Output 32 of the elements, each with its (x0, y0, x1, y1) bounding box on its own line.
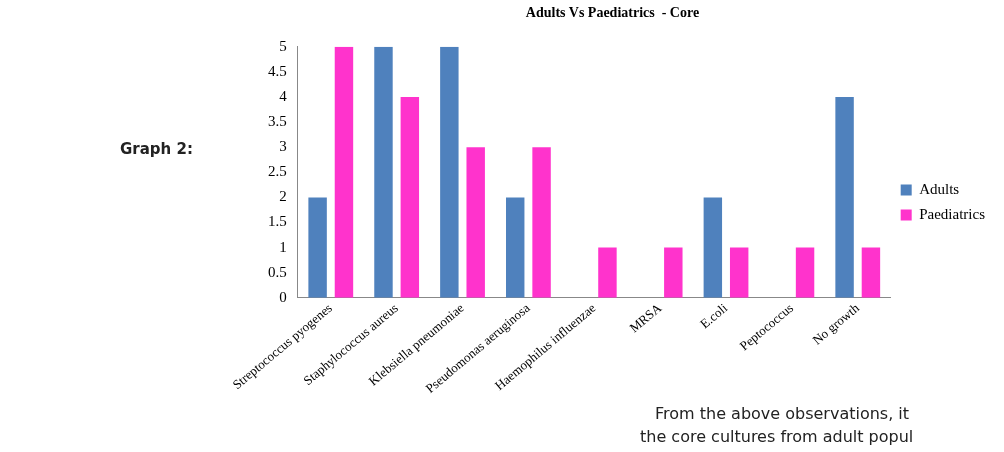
bar (835, 97, 854, 298)
chart-title: Adults Vs Paediatrics - Core (525, 5, 700, 21)
y-tick-label: 2.5 (268, 163, 287, 180)
y-tick-label: 4.5 (268, 62, 287, 79)
legend-label: Adults (919, 180, 960, 197)
y-tick-label: 1.5 (268, 213, 287, 230)
bar (729, 247, 749, 298)
y-tick-label: 1 (279, 238, 287, 255)
bar (506, 197, 525, 298)
y-tick-label: 3 (279, 138, 287, 155)
bar (374, 46, 393, 298)
bar (334, 46, 354, 298)
bar (598, 247, 617, 298)
y-tick-label: 3.5 (268, 113, 287, 130)
y-tick-label: 0.5 (268, 263, 287, 280)
bar (664, 247, 683, 298)
legend-label: Paediatrics (919, 205, 986, 222)
bar (703, 197, 723, 298)
bar (308, 197, 327, 298)
y-tick-label: 2 (279, 188, 287, 205)
text: From the above observations, it (655, 404, 910, 423)
y-tick-label: 4 (279, 87, 288, 104)
caption: Graph 2: (120, 140, 193, 158)
bar (861, 247, 881, 298)
y-tick-label: 5 (279, 37, 287, 54)
bar (795, 247, 815, 298)
bar (440, 46, 459, 298)
bar (466, 147, 485, 298)
y-tick-label: 0 (279, 288, 287, 305)
bar (400, 97, 420, 298)
bar (532, 147, 551, 298)
text: the core cultures from adult popul (640, 427, 914, 446)
